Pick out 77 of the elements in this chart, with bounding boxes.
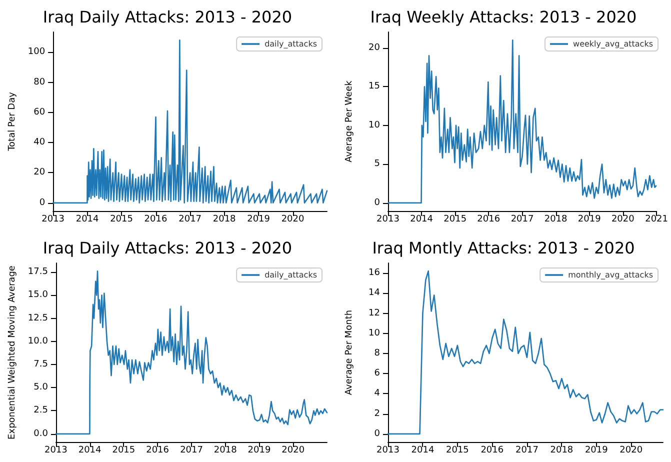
line-series [52,39,328,204]
x-tick-label: 2016 [480,446,504,456]
x-tick-label: 2017 [178,214,202,224]
x-tick-label: 2015 [110,214,133,224]
x-tick-label: 2017 [516,446,538,456]
y-tick-label: 20 [34,168,46,178]
x-tick-label: 2018 [214,446,238,456]
x-tick-label: 2019 [247,214,270,224]
x-tick-label: 2020 [281,214,304,224]
line-series [55,270,328,435]
y-tick-label: 0.0 [34,428,48,439]
legend-label: daily_attacks [264,40,317,48]
y-tick-label: 0 [374,428,380,439]
x-tick-label: 2020 [282,446,305,456]
line-series [388,39,657,204]
x-tick-label: 2015 [446,446,469,456]
y-tick-label: 15.0 [28,290,48,300]
x-tick-label: 2017 [510,214,534,224]
y-tick-label: 100 [28,47,46,58]
y-tick-label: 40 [34,138,46,148]
x-tick-label: 2015 [112,446,136,456]
chart-title: Iraq Montly Attacks: 2013 - 2020 [372,238,635,258]
x-tick-label: 2017 [180,446,203,456]
y-tick-label: 5 [374,159,380,170]
y-tick-label: 5.0 [34,382,48,393]
x-tick-label: 2021 [645,214,668,224]
y-tick-label: 10 [368,120,380,130]
x-tick-label: 2014 [411,446,434,456]
x-tick-label: 2020 [611,214,635,224]
chart-title: Iraq Daily Attacks: 2013 - 2020 [42,238,292,258]
y-tick-label: 60 [34,107,46,118]
y-axis-title: Total Per Day [8,91,18,152]
y-tick-label: 2.5 [34,406,48,416]
y-tick-label: 16 [368,268,380,278]
y-tick-label: 2 [374,408,380,419]
x-tick-label: 2020 [620,446,643,456]
x-tick-label: 2013 [44,446,68,456]
y-tick-label: 0 [374,198,380,208]
y-tick-label: 20 [368,42,380,53]
x-tick-label: 2018 [544,214,568,224]
y-tick-label: 7.5 [34,360,48,370]
x-tick-label: 2019 [584,446,608,456]
chart-title: Iraq Daily Attacks: 2013 - 2020 [42,8,292,26]
x-tick-label: 2013 [42,214,65,224]
y-tick-label: 17.5 [28,267,48,278]
legend-label: monthly_avg_attacks [568,270,654,280]
y-tick-label: 10 [368,328,380,338]
chart-title: Iraq Weekly Attacks: 2013 - 2020 [370,8,637,26]
y-tick-label: 8 [374,348,380,358]
y-tick-label: 15 [368,82,380,92]
y-axis-title: Average Per Month [344,310,354,396]
y-tick-label: 14 [368,288,380,298]
x-tick-label: 2014 [410,214,434,224]
y-tick-label: 0 [39,198,46,208]
x-tick-label: 2014 [76,214,100,224]
y-axis-title: Exponential Weighted Moving Average [8,265,18,440]
line-series [387,270,664,435]
y-axis-title: Average Per Week [344,80,354,162]
y-tick-label: 10.0 [28,336,48,346]
x-tick-label: 2016 [144,214,168,224]
x-tick-label: 2019 [578,214,602,224]
x-tick-label: 2015 [444,214,467,224]
x-tick-label: 2018 [550,446,574,456]
y-tick-label: 4 [374,388,380,399]
legend-label: daily_attacks [264,270,317,280]
x-tick-label: 2016 [477,214,500,224]
x-tick-label: 2019 [248,446,271,456]
y-tick-label: 6 [374,368,380,379]
y-tick-label: 12.5 [28,313,48,324]
x-tick-label: 2018 [212,214,236,224]
x-tick-label: 2016 [146,446,170,456]
x-tick-label: 2013 [376,446,400,456]
y-tick-label: 80 [34,77,46,88]
x-tick-label: 2014 [78,446,102,456]
x-tick-label: 2013 [376,214,400,224]
legend-label: weekly_avg_attacks [573,40,653,48]
y-tick-label: 12 [368,308,380,318]
